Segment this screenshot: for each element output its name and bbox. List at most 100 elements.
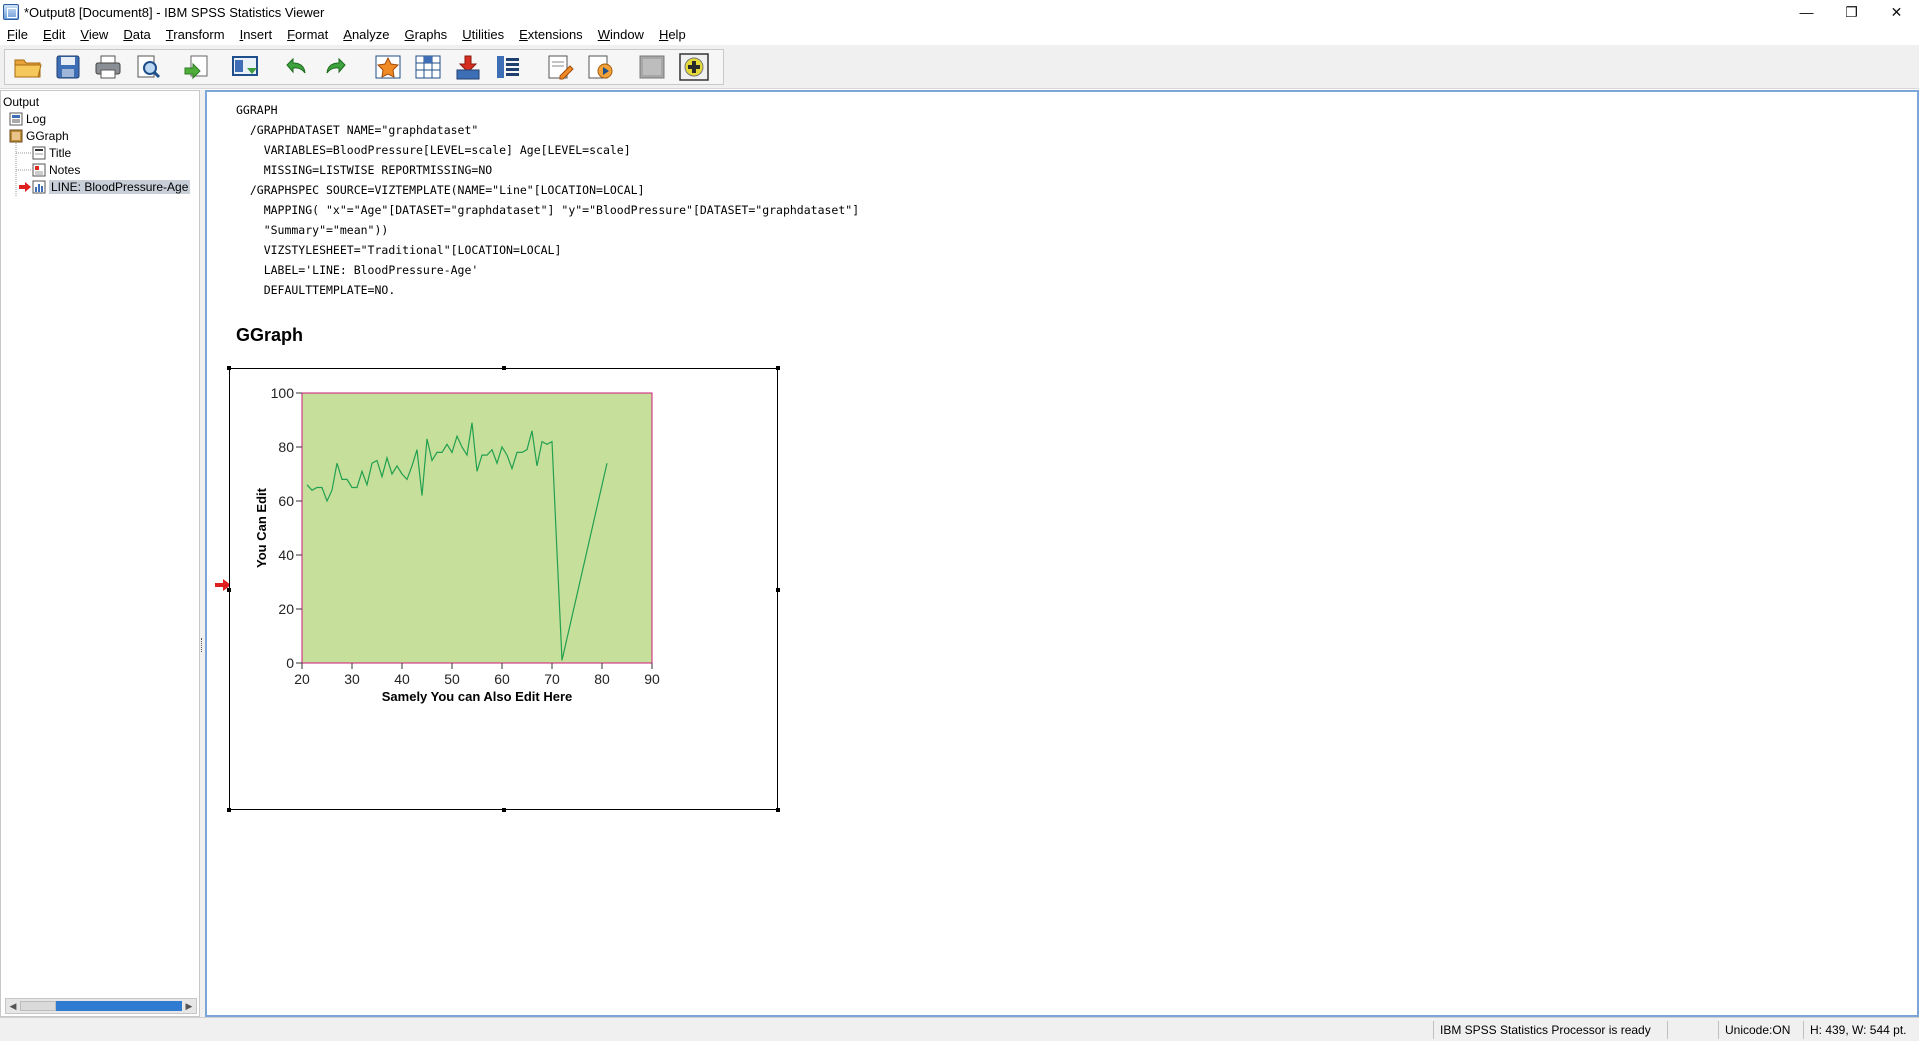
output-content-pane: GGRAPH /GRAPHDATASET NAME="graphdataset"…	[205, 90, 1919, 1017]
unicode-status: Unicode:ON	[1718, 1021, 1790, 1039]
resize-handle[interactable]	[502, 366, 506, 370]
x-tick-label: 20	[294, 671, 310, 687]
x-tick-label: 40	[394, 671, 410, 687]
syntax-line: /GRAPHSPEC SOURCE=VIZTEMPLATE(NAME="Line…	[236, 183, 645, 197]
menu-extensions[interactable]: Extensions	[519, 27, 583, 42]
spss-viewer-icon	[3, 4, 19, 20]
status-bar: IBM SPSS Statistics Processor is ready U…	[0, 1017, 1919, 1041]
menu-format[interactable]: Format	[287, 27, 329, 42]
ggraph-book-icon	[9, 129, 23, 143]
pane-splitter[interactable]	[200, 90, 205, 1017]
menu-utilities[interactable]: Utilities	[462, 27, 505, 42]
nav-item-chart[interactable]: LINE: BloodPressure-Age	[19, 179, 191, 195]
open-folder-icon[interactable]	[12, 51, 44, 83]
scrollbar-thumb[interactable]	[20, 1001, 56, 1011]
menu-transform[interactable]: Transform	[165, 27, 225, 42]
nav-root-output[interactable]: Output	[3, 94, 39, 110]
nav-item-notes[interactable]: Notes	[32, 162, 80, 178]
resize-handle[interactable]	[776, 366, 780, 370]
x-tick-label: 30	[344, 671, 360, 687]
y-tick-label: 40	[278, 547, 294, 563]
x-tick-label: 70	[544, 671, 560, 687]
save-icon[interactable]	[52, 51, 84, 83]
menu-help[interactable]: Help	[658, 27, 686, 42]
syntax-line: MAPPING( "x"="Age"[DATASET="graphdataset…	[236, 203, 860, 217]
export-icon[interactable]	[180, 51, 212, 83]
nav-label-chart: LINE: BloodPressure-Age	[49, 180, 191, 194]
close-button[interactable]: ✕	[1890, 3, 1903, 20]
goto-data-icon[interactable]	[230, 51, 262, 83]
resize-handle[interactable]	[776, 588, 780, 592]
window-title: *Output8 [Document8] - IBM SPSS Statisti…	[24, 4, 325, 20]
nav-item-log[interactable]: Log	[9, 111, 46, 127]
menu-edit[interactable]: Edit	[42, 27, 66, 42]
goto-case-icon[interactable]	[372, 51, 404, 83]
x-tick-label: 90	[644, 671, 660, 687]
minimize-button[interactable]: —	[1799, 4, 1814, 20]
nav-item-title[interactable]: Title	[32, 145, 71, 161]
nav-item-ggraph[interactable]: GGraph	[9, 128, 69, 144]
navigator-horizontal-scrollbar[interactable]: ◀ ▶	[5, 998, 197, 1014]
y-tick-label: 60	[278, 493, 294, 509]
resize-handle[interactable]	[227, 366, 231, 370]
title-bar: *Output8 [Document8] - IBM SPSS Statisti…	[0, 0, 1919, 24]
splitter-grip-icon[interactable]	[201, 638, 204, 652]
processor-status: IBM SPSS Statistics Processor is ready	[1433, 1021, 1651, 1039]
size-status: H: 439, W: 544 pt.	[1803, 1021, 1907, 1039]
output-navigator: Output Log GGraph Title Notes LINE: Bloo…	[0, 90, 200, 1017]
menu-data[interactable]: Data	[123, 27, 151, 42]
insert-output-icon[interactable]	[452, 51, 484, 83]
chart-object[interactable]: 0 20 40 60 80 100 20 30 40 50 60 70 80 90 Samely You c…	[227, 366, 780, 812]
menu-file[interactable]: File	[7, 27, 28, 42]
nav-label-title: Title	[49, 146, 72, 160]
create-edit-autoscript-icon[interactable]	[584, 51, 616, 83]
chart-icon	[32, 180, 46, 194]
designate-window-icon[interactable]	[544, 51, 576, 83]
scrollbar-track[interactable]	[56, 1001, 182, 1011]
current-item-arrow-icon	[19, 182, 31, 192]
x-tick-label: 60	[494, 671, 510, 687]
syntax-line: "Summary"="mean"))	[236, 223, 389, 237]
resize-handle[interactable]	[502, 808, 506, 812]
scroll-right-icon[interactable]: ▶	[185, 1001, 193, 1011]
y-tick-label: 80	[278, 439, 294, 455]
disabled-icon[interactable]	[636, 51, 668, 83]
menu-bar: File Edit View Data Transform Insert For…	[0, 24, 1919, 45]
output-heading: GGraph	[236, 325, 304, 345]
toolbar	[0, 45, 1919, 89]
syntax-line: GGRAPH	[236, 103, 278, 117]
print-icon[interactable]	[92, 51, 124, 83]
x-tick-label: 80	[594, 671, 610, 687]
add-extension-icon[interactable]	[678, 51, 710, 83]
goto-variable-icon[interactable]	[412, 51, 444, 83]
nav-root-label: Output	[3, 95, 40, 109]
title-icon	[32, 146, 46, 160]
menu-view[interactable]: View	[80, 27, 109, 42]
syntax-line: MISSING=LISTWISE REPORTMISSING=NO	[236, 163, 493, 177]
menu-window[interactable]: Window	[597, 27, 644, 42]
resize-handle[interactable]	[776, 808, 780, 812]
tree-lines	[15, 143, 31, 196]
y-axis-label: You Can Edit	[254, 487, 269, 568]
log-icon	[9, 112, 23, 126]
nav-label-notes: Notes	[49, 163, 81, 177]
resize-handle[interactable]	[227, 588, 231, 592]
y-tick-label: 100	[271, 385, 295, 401]
print-preview-icon[interactable]	[132, 51, 164, 83]
syntax-line: LABEL='LINE: BloodPressure-Age'	[236, 263, 479, 277]
show-all-icon[interactable]	[492, 51, 524, 83]
menu-graphs[interactable]: Graphs	[404, 27, 448, 42]
resize-handle[interactable]	[227, 808, 231, 812]
status-divider	[1667, 1021, 1668, 1039]
undo-icon[interactable]	[280, 51, 312, 83]
y-tick-label: 20	[278, 601, 294, 617]
series-line	[306, 422, 608, 661]
menu-insert[interactable]: Insert	[239, 27, 273, 42]
y-tick-label: 0	[286, 655, 294, 671]
restore-button[interactable]: ❐	[1845, 3, 1858, 20]
scroll-left-icon[interactable]: ◀	[9, 1001, 17, 1011]
redo-icon[interactable]	[320, 51, 352, 83]
nav-label-ggraph: GGraph	[26, 129, 69, 143]
menu-analyze[interactable]: Analyze	[343, 27, 390, 42]
